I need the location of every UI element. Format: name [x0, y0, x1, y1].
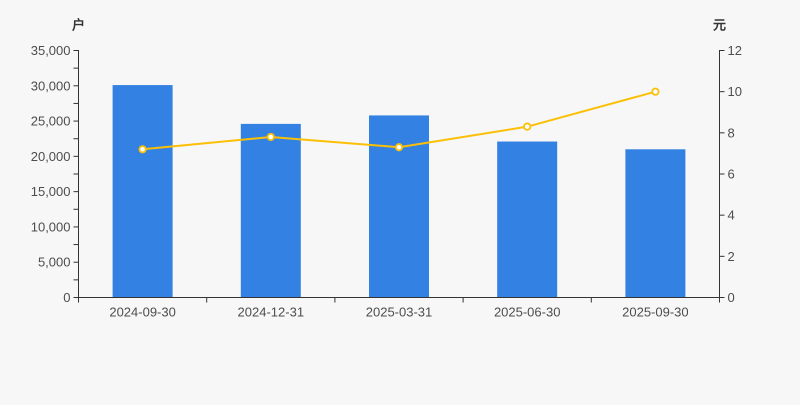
x-axis-label-2025-09-30: 2025-09-30: [622, 305, 689, 320]
right-axis-tick-label: 6: [728, 167, 735, 182]
line-series: [138, 87, 660, 154]
left-axis-name: 户: [72, 18, 85, 33]
left-axis-tick-label: 5,000: [38, 255, 71, 270]
bar-2025-03-31: [369, 115, 429, 298]
left-axis-tick-label: 25,000: [31, 114, 71, 129]
line-marker-2024-12-31: [266, 132, 275, 142]
line-marker-2025-06-30: [523, 122, 532, 131]
right-axis-tick-label: 0: [728, 290, 735, 305]
x-axis-label-2024-09-30: 2024-09-30: [109, 305, 176, 320]
left-axis-tick-label: 15,000: [31, 184, 71, 199]
plot-area: 0 5,000 10,000 15,000 20,000 25,000 30,000 35,0…: [31, 18, 742, 320]
bar-2025-09-30: [625, 149, 686, 298]
bar-2025-06-30: [497, 141, 558, 298]
bar-2024-12-31: [240, 123, 301, 298]
x-axis-label-2024-12-31: 2024-12-31: [238, 305, 305, 320]
bar-series: [112, 85, 686, 298]
right-axis-tick-label: 8: [728, 125, 735, 140]
right-axis-name: 元: [713, 18, 726, 33]
left-axis-tick-label: 35,000: [31, 43, 71, 58]
left-axis-tick-label: 30,000: [31, 78, 71, 93]
right-axis-tick-label: 2: [728, 249, 735, 264]
right-axis-tick-label: 10: [728, 84, 742, 99]
x-axis-label-2025-03-31: 2025-03-31: [366, 305, 433, 320]
left-axis-tick-label: 0: [63, 290, 70, 305]
line-marker-2024-09-30: [138, 145, 147, 154]
left-axis-tick-label: 10,000: [31, 219, 71, 234]
bar-2024-09-30: [112, 85, 173, 298]
right-axis-tick-label: 4: [728, 208, 735, 223]
x-axis-label-2025-06-30: 2025-06-30: [494, 305, 561, 320]
axes: 0 5,000 10,000 15,000 20,000 25,000 30,000 35,0…: [31, 18, 742, 320]
line-marker-2025-09-30: [651, 87, 660, 96]
left-axis-tick-label: 20,000: [31, 149, 71, 164]
line-marker-2025-03-31: [394, 143, 404, 152]
right-axis-tick-label: 12: [728, 43, 742, 58]
